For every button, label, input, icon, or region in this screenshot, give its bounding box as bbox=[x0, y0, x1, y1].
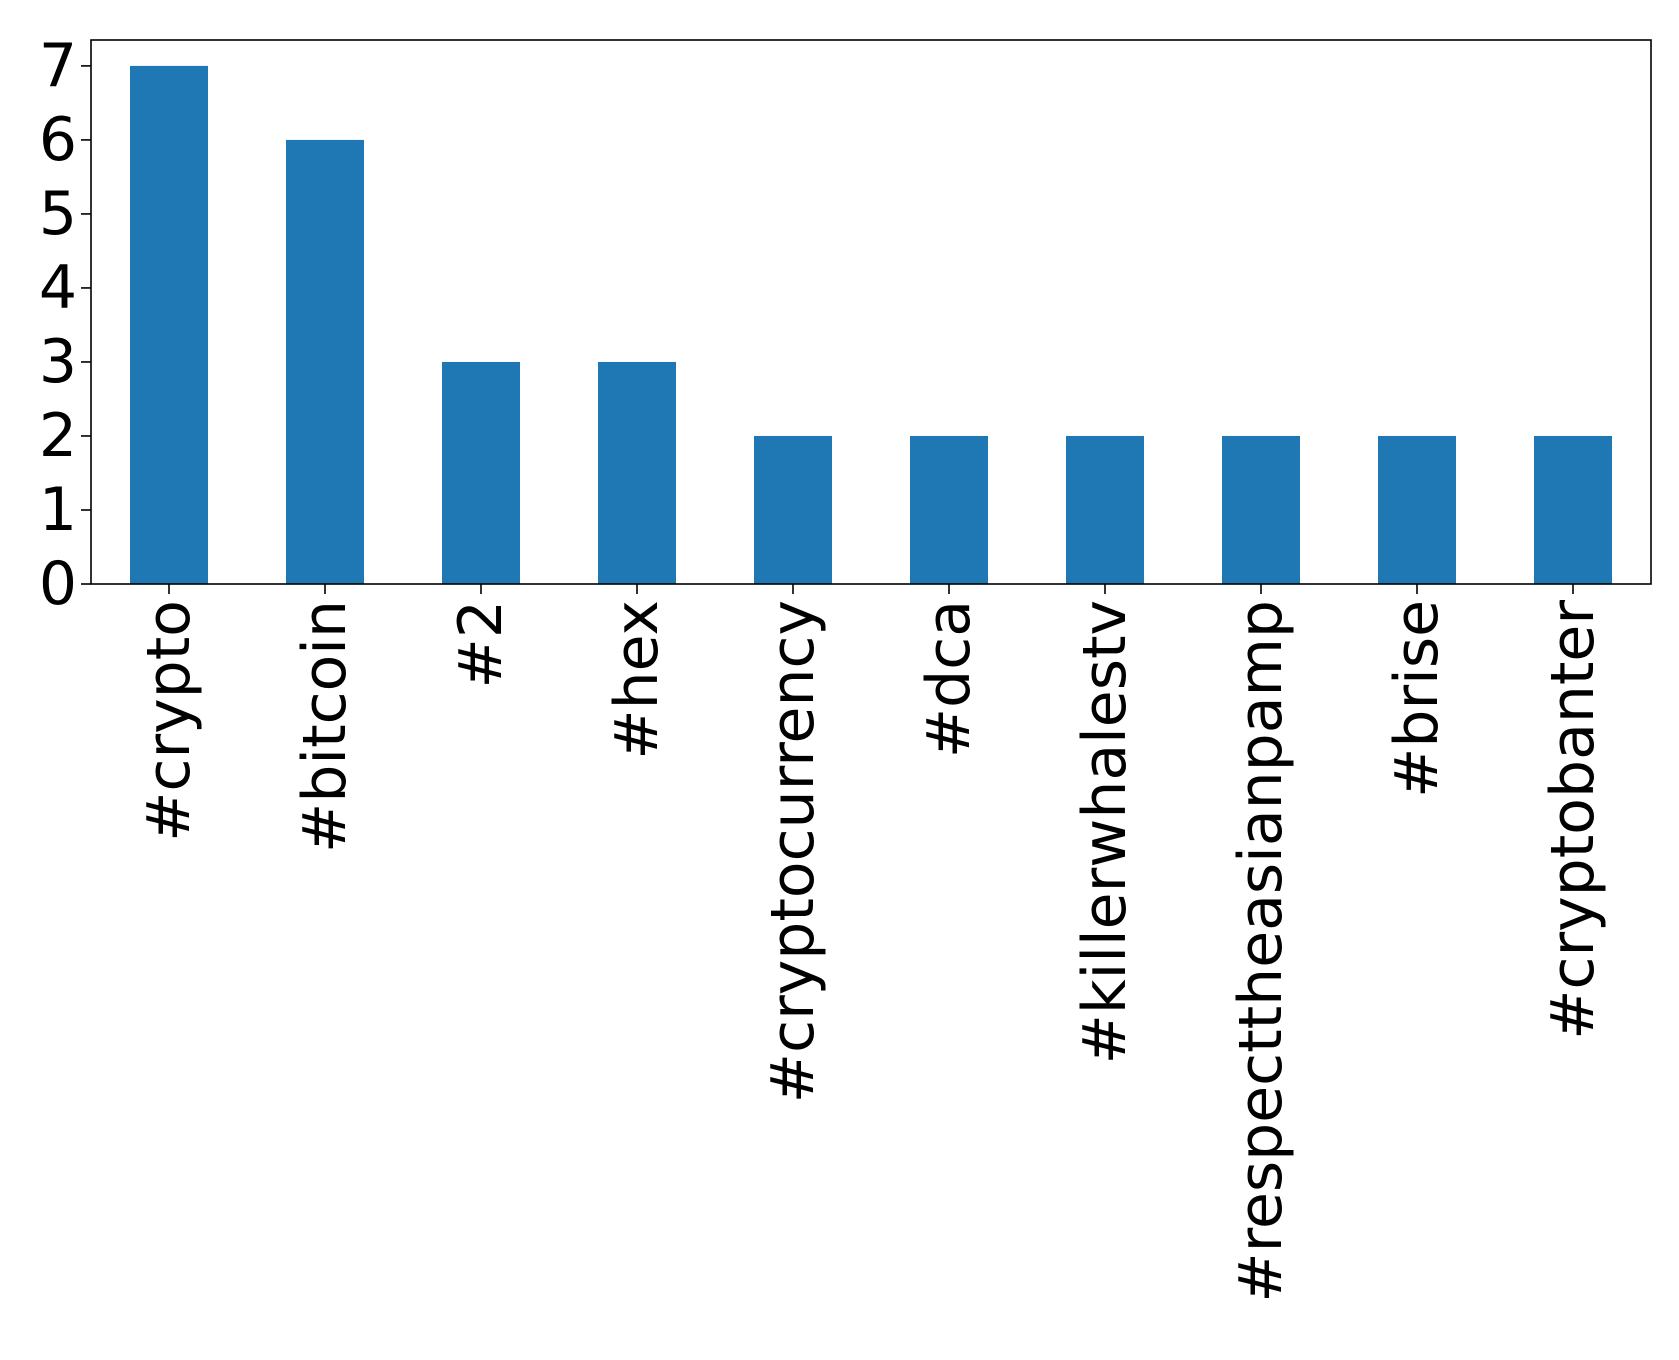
bar-bitcoin bbox=[286, 139, 364, 584]
y-tick-label: 0 bbox=[39, 549, 77, 619]
bars-layer bbox=[130, 65, 1612, 584]
y-tick-label: 2 bbox=[39, 401, 77, 471]
x-tick-label: #brise bbox=[1382, 600, 1452, 798]
x-tick-label: #bitcoin bbox=[290, 600, 360, 853]
y-tick-label: 5 bbox=[39, 179, 77, 249]
bar-cryptobanter bbox=[1534, 435, 1612, 584]
x-tick-label: #2 bbox=[446, 600, 516, 688]
x-tick-label: #killerwhalestv bbox=[1070, 600, 1140, 1064]
y-tick-label: 4 bbox=[39, 253, 77, 323]
x-tick-label: #cryptobanter bbox=[1538, 600, 1608, 1040]
y-tick-label: 1 bbox=[39, 475, 77, 545]
x-tick-label: #respecttheasianpamp bbox=[1226, 600, 1296, 1303]
bar-respecttheasianpamp bbox=[1222, 435, 1300, 584]
bar-crypto bbox=[130, 65, 208, 584]
bar-hex bbox=[598, 361, 676, 584]
x-tick-label: #hex bbox=[602, 600, 672, 760]
x-tick-label: #cryptocurrency bbox=[758, 600, 828, 1103]
bar-cryptocurrency bbox=[754, 435, 832, 584]
y-tick-label: 7 bbox=[39, 31, 77, 101]
bar-2 bbox=[442, 361, 520, 584]
bar-brise bbox=[1378, 435, 1456, 584]
plot-frame bbox=[90, 39, 1652, 585]
bar-killerwhalestv bbox=[1066, 435, 1144, 584]
bar-dca bbox=[910, 435, 988, 584]
y-tick-label: 3 bbox=[39, 327, 77, 397]
x-tick-label: #dca bbox=[914, 600, 984, 758]
x-axis: #crypto #bitcoin #2 #hex #cryptocurrency #dca… bbox=[134, 584, 1608, 1303]
x-tick-label: #crypto bbox=[134, 600, 204, 842]
y-tick-label: 6 bbox=[39, 105, 77, 175]
